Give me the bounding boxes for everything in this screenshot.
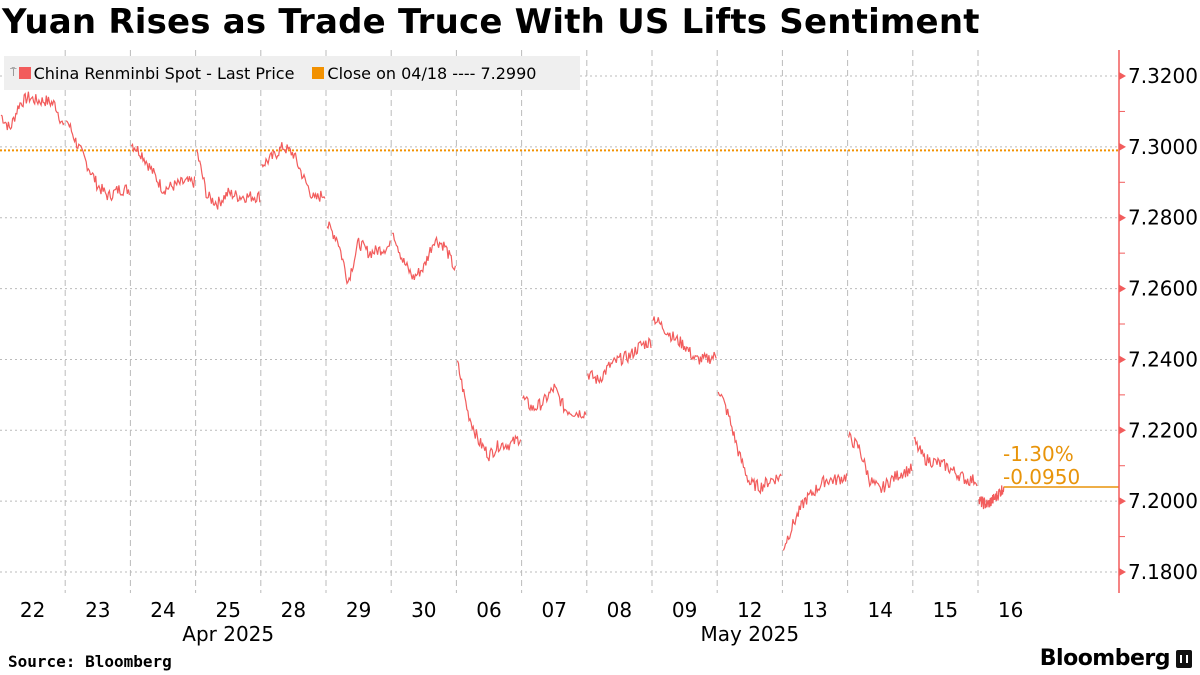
month-label: Apr 2025 (182, 622, 274, 646)
x-tick-label: 08 (607, 598, 632, 622)
x-tick-label: 09 (672, 598, 697, 622)
price-line-day-13 (782, 473, 848, 551)
y-tick-label: 7.2000 (1128, 489, 1198, 513)
brand-text: Bloomberg (1039, 646, 1171, 671)
legend-label-renminbi: China Renminbi Spot - Last Price (33, 63, 295, 83)
x-tick-label: 16 (998, 598, 1023, 622)
x-tick-label: 13 (802, 598, 827, 622)
price-line-day-24 (130, 142, 196, 195)
month-label: May 2025 (700, 622, 799, 646)
legend-swatch-renminbi (18, 67, 31, 79)
x-tick-label: 15 (933, 598, 958, 622)
x-tick-label: 28 (281, 598, 306, 622)
y-tick-marker (1119, 284, 1126, 293)
chart-title: Yuan Rises as Trade Truce With US Lifts … (2, 2, 980, 42)
bloomberg-logo: Bloomberg (1040, 646, 1192, 671)
y-tick-marker (1119, 142, 1126, 151)
change-absolute-label: -0.0950 (1003, 465, 1080, 489)
y-tick-label: 7.1800 (1128, 560, 1198, 584)
price-line-day-15 (913, 436, 978, 487)
bloomberg-chart-icon (1176, 649, 1192, 668)
price-line-day-09 (652, 316, 717, 365)
x-tick-label: 22 (20, 598, 45, 622)
x-tick-label: 29 (346, 598, 371, 622)
legend: ⍑ China Renminbi Spot - Last Price Close… (4, 56, 580, 90)
y-tick-marker (1119, 497, 1126, 506)
y-tick-label: 7.3000 (1128, 135, 1198, 159)
price-line-day-16 (978, 485, 1005, 510)
y-tick-label: 7.3200 (1128, 64, 1198, 88)
y-tick-marker (1119, 568, 1126, 577)
price-line-day-07 (522, 383, 587, 419)
price-line-day-28 (261, 142, 326, 202)
x-tick-label: 06 (476, 598, 501, 622)
y-tick-label: 7.2400 (1128, 347, 1198, 371)
x-tick-label: 24 (150, 598, 175, 622)
x-tick-label: 07 (541, 598, 566, 622)
y-tick-marker (1119, 72, 1126, 80)
price-line-day-14 (848, 431, 913, 493)
y-tick-marker (1119, 355, 1126, 364)
legend-swatch-close (312, 67, 325, 79)
source-note: Source: Bloomberg (8, 652, 172, 671)
price-line-day-22 (0, 91, 65, 131)
x-tick-label: 30 (411, 598, 436, 622)
pin-icon: ⍑ (10, 66, 17, 79)
price-line-day-12 (717, 391, 782, 495)
y-tick-label: 7.2600 (1128, 277, 1198, 301)
y-tick-label: 7.2200 (1128, 418, 1198, 442)
price-line-day-25 (196, 149, 261, 210)
change-percent-label: -1.30% (1003, 442, 1074, 466)
y-tick-marker (1119, 213, 1126, 222)
price-line-day-29 (326, 221, 391, 285)
price-line-day-08 (587, 336, 652, 385)
x-tick-label: 12 (737, 598, 762, 622)
legend-label-close: Close on 04/18 ---- 7.2990 (327, 63, 537, 83)
y-tick-label: 7.2800 (1128, 206, 1198, 230)
x-tick-label: 14 (867, 598, 892, 622)
x-tick-label: 23 (85, 598, 110, 622)
price-line-day-06 (456, 360, 522, 462)
price-line-day-23 (65, 120, 130, 202)
y-tick-marker (1119, 426, 1126, 435)
x-tick-label: 25 (215, 598, 240, 622)
price-line-day-30 (392, 232, 456, 281)
